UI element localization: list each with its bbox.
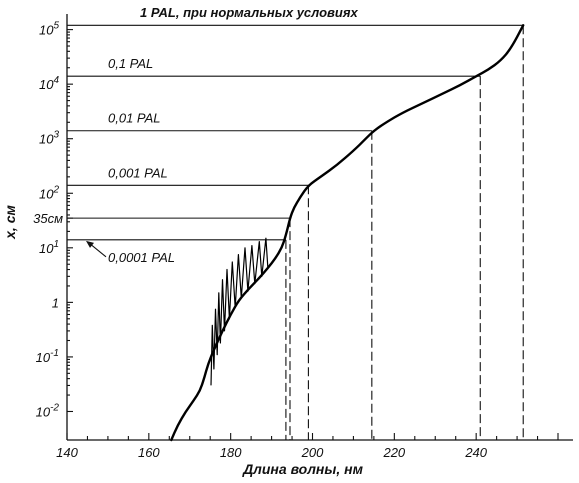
y-axis-label: x, см [2, 205, 18, 240]
chart-title: 1 PAL, при нормальных условиях [140, 5, 358, 20]
y-tick-label: 102 [39, 184, 59, 201]
x-tick-label: 220 [382, 445, 405, 460]
label-leader-line [89, 243, 107, 258]
level-label: 0,1 PAL [108, 56, 153, 71]
y-tick-label: 101 [39, 239, 59, 256]
x-tick-label: 200 [301, 445, 324, 460]
pal-levels: 0,1 PAL 0,01 PAL 0,001 PAL 0,0001 PAL [67, 24, 524, 265]
y-axis-ticks: 10-2 10-1 1 101 102 103 104 105 35см [33, 21, 73, 419]
y-tick-label: 105 [39, 21, 59, 38]
x-tick-label: 240 [464, 445, 487, 460]
y-tick-label: 1 [52, 295, 59, 310]
wavelength-drop-lines [285, 25, 524, 440]
y-tick-label: 103 [39, 130, 59, 147]
label-leader-arrow [86, 240, 94, 248]
schumann-runge-bands [210, 237, 269, 386]
x-axis-label: Длина волны, нм [242, 461, 364, 477]
axes [66, 14, 573, 441]
y-tick-label: 10-1 [36, 348, 59, 365]
absorption-series [170, 24, 525, 442]
x-axis-ticks: 140 160 180 200 220 240 [56, 433, 559, 460]
level-label: 0,0001 PAL [108, 250, 175, 265]
level-label: 0,01 PAL [108, 111, 161, 126]
absorption-curve [170, 24, 525, 442]
x-tick-label: 180 [220, 445, 242, 460]
x-tick-label: 140 [56, 445, 78, 460]
y-tick-label: 104 [39, 75, 59, 92]
x-tick-label: 160 [138, 445, 160, 460]
level-label: 0,001 PAL [108, 165, 168, 180]
y-tick-label-35cm: 35см [33, 211, 63, 226]
y-tick-label: 10-2 [36, 402, 60, 419]
